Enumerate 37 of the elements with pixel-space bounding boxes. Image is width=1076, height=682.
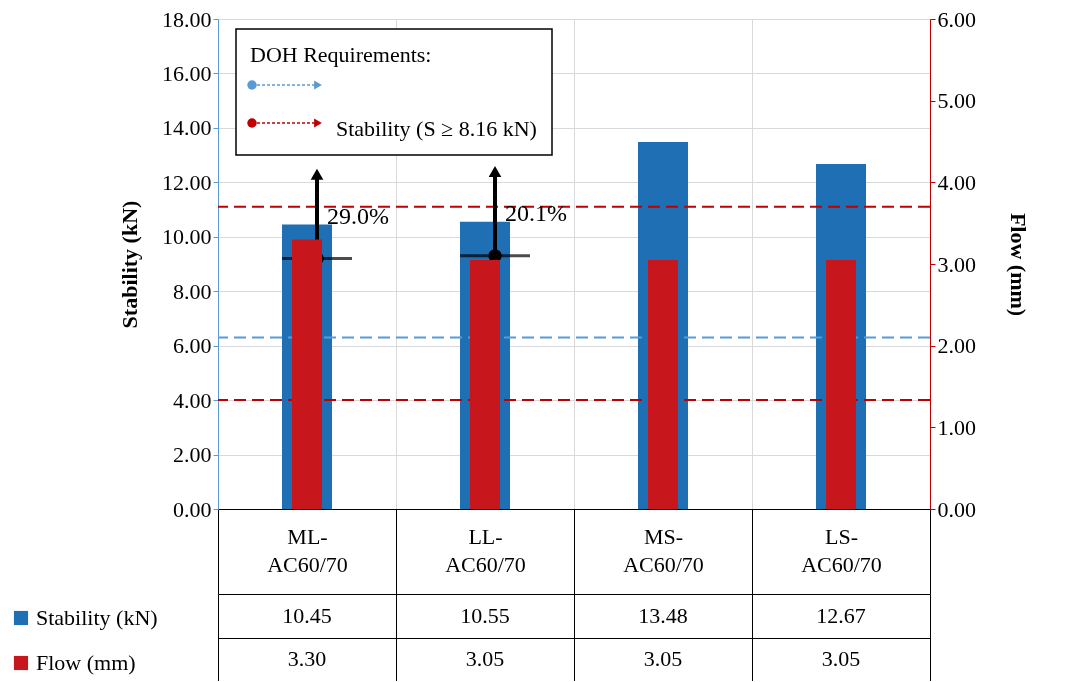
y2-tick-label: 2.00 bbox=[937, 333, 976, 359]
y2-tick-label: 1.00 bbox=[937, 414, 976, 440]
legend-label: Stability (S ≥ 8.16 kN) bbox=[336, 116, 537, 141]
y-tick-label: 8.00 bbox=[173, 278, 212, 304]
y-tick-label: 12.00 bbox=[162, 169, 212, 195]
data-label: 12.67 bbox=[816, 602, 866, 628]
y-tick-label: 2.00 bbox=[173, 442, 212, 468]
data-label: 3.05 bbox=[465, 646, 505, 672]
data-label: 3.05 bbox=[821, 646, 861, 672]
data-label: 10.45 bbox=[282, 602, 332, 628]
y-tick-label: 6.00 bbox=[173, 333, 212, 359]
legend-label: Stability (kN) bbox=[36, 605, 158, 630]
y-tick-label: 10.00 bbox=[162, 224, 212, 250]
y2-axis-title: Flow (mm) bbox=[1006, 212, 1031, 317]
y-tick-label: 0.00 bbox=[173, 496, 212, 522]
y2-tick-label: 3.00 bbox=[937, 251, 976, 277]
y2-tick-label: 4.00 bbox=[937, 169, 976, 195]
data-label: 3.05 bbox=[643, 646, 683, 672]
y2-tick-label: 5.00 bbox=[937, 88, 976, 114]
data-label: 3.30 bbox=[287, 646, 327, 672]
x-tick-label: MS-AC60/70 bbox=[623, 523, 704, 577]
y2-tick-label: 6.00 bbox=[937, 6, 976, 32]
y-tick-label: 16.00 bbox=[162, 60, 212, 86]
x-tick-label: LL-AC60/70 bbox=[445, 523, 526, 577]
y-tick-label: 18.00 bbox=[162, 6, 212, 32]
y-tick-label: 4.00 bbox=[173, 387, 212, 413]
x-tick-label: ML-AC60/70 bbox=[267, 523, 348, 577]
annotation: 20.1% bbox=[505, 199, 567, 226]
annotation: 29.0% bbox=[327, 202, 389, 229]
data-label: 13.48 bbox=[638, 602, 688, 628]
legend-label: Flow (mm) bbox=[36, 650, 136, 675]
y-tick-label: 14.00 bbox=[162, 115, 212, 141]
y-axis-title: Stability (kN) bbox=[117, 200, 142, 329]
data-label: 10.55 bbox=[460, 602, 510, 628]
y2-tick-label: 0.00 bbox=[937, 496, 976, 522]
x-tick-label: LS-AC60/70 bbox=[801, 523, 882, 577]
legend-title: DOH Requirements: bbox=[250, 42, 432, 67]
